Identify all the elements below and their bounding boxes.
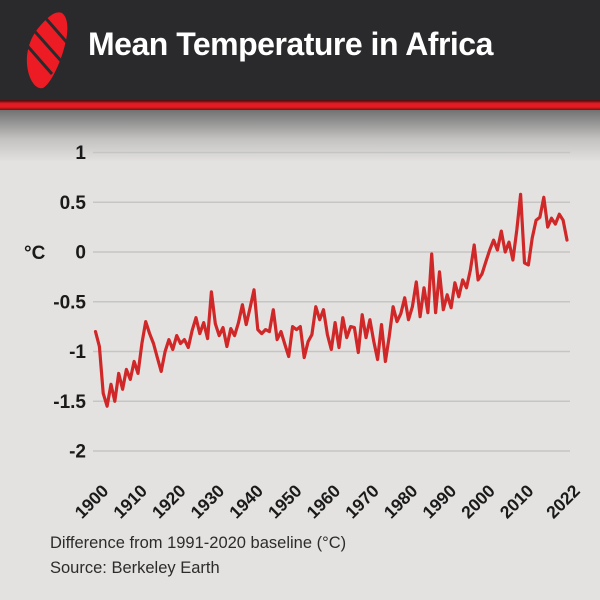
header-shadow (0, 110, 600, 162)
y-tick-label: 0.5 (60, 193, 87, 214)
source-caption: Source: Berkeley Earth (50, 559, 220, 577)
x-tick-label: 1930 (187, 481, 229, 523)
temperature-series-line (93, 192, 569, 408)
x-tick-label: 1990 (418, 481, 460, 523)
x-tick-label: 1980 (380, 481, 422, 523)
header-bar: Mean Temperature in Africa (0, 0, 600, 101)
y-tick-label: 0 (75, 243, 86, 264)
x-tick-label: 1940 (225, 481, 267, 523)
x-tick-label: 2000 (457, 481, 499, 523)
x-tick-label: 2022 (542, 481, 584, 523)
y-tick-label: -1 (69, 342, 86, 363)
y-tick-label: 1 (75, 143, 86, 164)
x-tick-label: 1950 (264, 481, 306, 523)
x-tick-label: 1900 (71, 481, 113, 523)
y-tick-label: -2 (69, 442, 86, 463)
x-tick-label: 1970 (341, 481, 383, 523)
baseline-caption: Difference from 1991-2020 baseline (°C) (50, 534, 347, 552)
x-tick-label: 1920 (148, 481, 190, 523)
accent-stripe (0, 100, 600, 110)
chart-footer: Difference from 1991-2020 baseline (°C) … (50, 531, 570, 581)
chart-title: Mean Temperature in Africa (88, 26, 493, 62)
x-tick-label: 1910 (109, 481, 151, 523)
x-tick-label: 2010 (496, 481, 538, 523)
y-tick-label: -0.5 (53, 292, 86, 313)
y-tick-label: -1.5 (53, 392, 86, 413)
x-tick-label: 1960 (303, 481, 345, 523)
y-axis-label: °C (24, 243, 46, 264)
sbs-logo-icon (22, 12, 72, 89)
